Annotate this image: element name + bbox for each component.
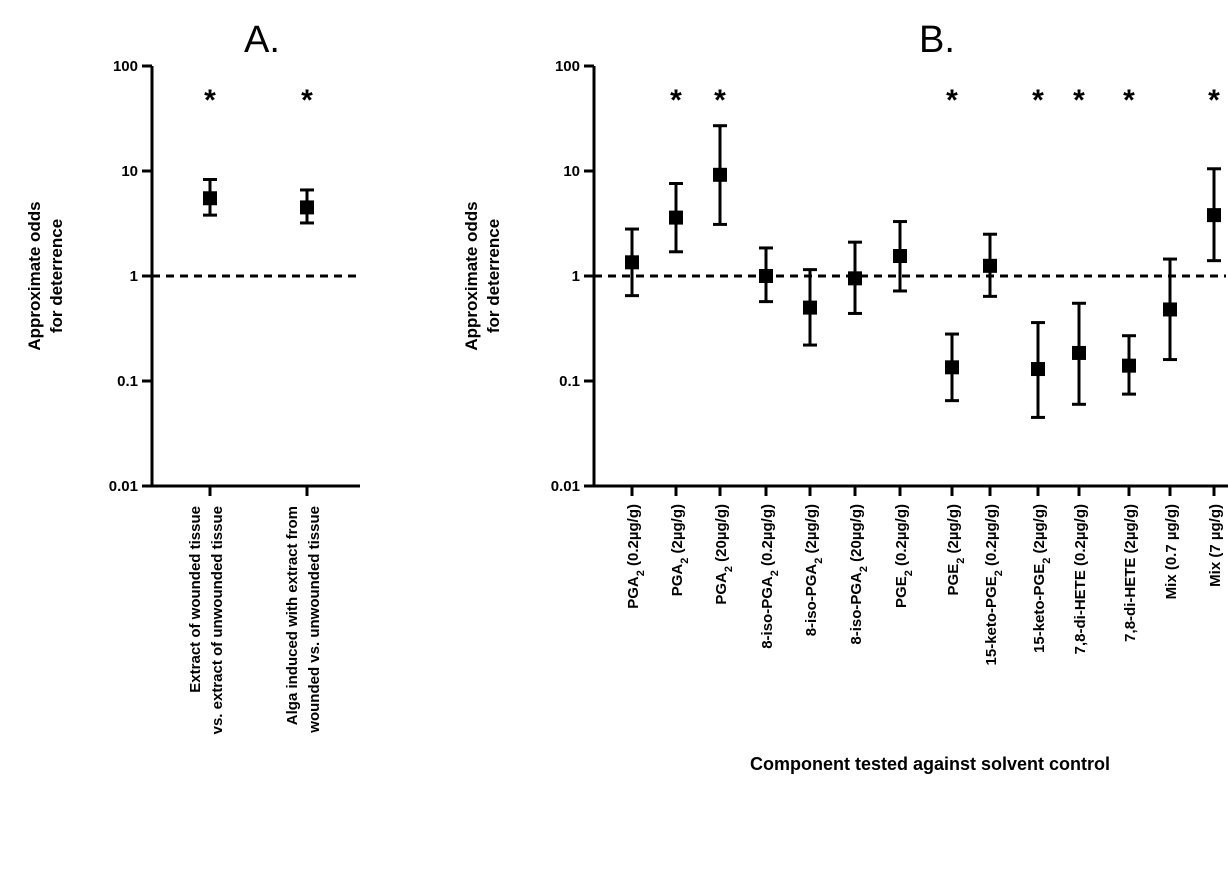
panel-b-significance-star: * bbox=[1123, 84, 1135, 117]
panel-a-category-label: Extract of wounded tissue bbox=[187, 506, 204, 693]
panel-a-category-label: vs. extract of unwounded tissue bbox=[209, 506, 226, 734]
panel-b-data-point bbox=[759, 269, 773, 283]
panel-b-data-point bbox=[893, 249, 907, 264]
panel-b-xlabel: Component tested against solvent control bbox=[750, 754, 1110, 774]
panel-b-category-label: 15-keto-PGE2 (2µg/g) bbox=[1031, 504, 1053, 653]
panel-b-significance-star: * bbox=[670, 84, 682, 117]
category-label-text: 7,8-di-HETE (0.2µg/g) bbox=[1072, 504, 1089, 654]
panel-b-data-point bbox=[1163, 302, 1177, 317]
panel-b-category-label: 8-iso-PGA2 (0.2µg/g) bbox=[759, 504, 781, 649]
category-label-text: (2µg/g) bbox=[945, 504, 962, 558]
panel-b-ylabel-line2: for deterrence bbox=[484, 219, 503, 333]
panel-b-data-point bbox=[625, 255, 639, 270]
panel-b-ytick-label: 0.01 bbox=[551, 478, 580, 495]
panel-b-ytick-label: 0.1 bbox=[559, 373, 580, 390]
panel-a-category-label: Alga induced with extract from bbox=[284, 506, 301, 725]
category-label-text: 15-keto-PGE bbox=[983, 576, 1000, 665]
panel-b-data-point bbox=[983, 258, 997, 273]
panel-b-category-label: PGA2 (0.2µg/g) bbox=[625, 504, 647, 609]
panel-a-ylabel-line2: for deterrence bbox=[47, 219, 66, 333]
category-label-subscript: 2 bbox=[903, 570, 915, 576]
category-label-subscript: 2 bbox=[955, 558, 967, 564]
category-label-text: PGA bbox=[625, 576, 642, 609]
panel-b-category-label: Mix (7 µg/g) bbox=[1207, 504, 1224, 587]
category-label-text: Mix (7 µg/g) bbox=[1207, 504, 1224, 587]
panel-b: B. Approximate odds for deterrence 0.01 0.1 1… bbox=[462, 19, 1228, 774]
category-label-text: (0.2µg/g) bbox=[759, 504, 776, 570]
category-label-text: (20µg/g) bbox=[848, 504, 865, 566]
panel-b-data-point bbox=[848, 271, 862, 286]
category-label-text: 8-iso-PGA bbox=[759, 576, 776, 649]
panel-a-ytick-label: 100 bbox=[113, 58, 138, 75]
panel-b-significance-star: * bbox=[1032, 84, 1044, 117]
panel-b-category-label: 8-iso-PGA2 (2µg/g) bbox=[803, 504, 825, 636]
panel-b-data-point bbox=[1207, 208, 1221, 223]
panel-b-category-label: 8-iso-PGA2 (20µg/g) bbox=[848, 504, 870, 645]
panel-b-category-label: PGE2 (2µg/g) bbox=[945, 504, 967, 595]
panel-b-data-point bbox=[945, 360, 959, 375]
panel-b-significance-star: * bbox=[714, 84, 726, 117]
panel-b-ylabel-line1: Approximate odds bbox=[462, 201, 481, 350]
panel-b-category-label: Mix (0.7 µg/g) bbox=[1163, 504, 1180, 599]
category-label-text: PGE bbox=[893, 576, 910, 608]
panel-a-ytick-label: 10 bbox=[121, 163, 138, 180]
panel-a-significance-star: * bbox=[204, 84, 216, 117]
panel-b-letter: B. bbox=[919, 19, 955, 61]
category-label-text: 7,8-di-HETE (2µg/g) bbox=[1122, 504, 1139, 642]
panel-b-category-label: 15-keto-PGE2 (0.2µg/g) bbox=[983, 504, 1005, 665]
panel-a-data-point bbox=[300, 200, 314, 215]
panel-b-data-point bbox=[713, 167, 727, 182]
panel-b-data-point bbox=[1122, 358, 1136, 373]
panel-a-category-label: wounded vs. unwounded tissue bbox=[306, 506, 323, 734]
category-label-subscript: 2 bbox=[993, 570, 1005, 576]
panel-a-significance-star: * bbox=[301, 84, 313, 117]
panel-b-category-label: 7,8-di-HETE (2µg/g) bbox=[1122, 504, 1139, 642]
category-label-text: 15-keto-PGE bbox=[1031, 564, 1048, 653]
category-label-subscript: 2 bbox=[769, 570, 781, 576]
panel-a-ylabel-line1: Approximate odds bbox=[25, 201, 44, 350]
category-label-text: Mix (0.7 µg/g) bbox=[1163, 504, 1180, 599]
category-label-subscript: 2 bbox=[1041, 558, 1053, 564]
panel-b-significance-star: * bbox=[1208, 84, 1220, 117]
panel-a-data-point bbox=[203, 191, 217, 206]
panel-a-ytick-label: 0.01 bbox=[109, 478, 138, 495]
panel-b-data-point bbox=[1031, 362, 1045, 377]
panel-b-ytick-label: 100 bbox=[555, 58, 580, 75]
category-label-subscript: 2 bbox=[679, 558, 691, 564]
panel-a-ytick-label: 0.1 bbox=[117, 373, 138, 390]
panel-b-significance-star: * bbox=[1073, 84, 1085, 117]
category-label-text: (2µg/g) bbox=[803, 504, 820, 558]
panel-b-ytick-label: 1 bbox=[572, 268, 580, 285]
category-label-subscript: 2 bbox=[858, 566, 870, 572]
category-label-text: (20µg/g) bbox=[713, 504, 730, 566]
category-label-text: 8-iso-PGA bbox=[803, 564, 820, 637]
category-label-text: PGE bbox=[945, 564, 962, 596]
panel-b-category-label: 7,8-di-HETE (0.2µg/g) bbox=[1072, 504, 1089, 654]
category-label-text: (0.2µg/g) bbox=[893, 504, 910, 570]
panel-a-ytick-label: 1 bbox=[130, 268, 138, 285]
panel-b-data-point bbox=[1072, 345, 1086, 360]
category-label-text: PGA bbox=[669, 564, 686, 597]
panel-b-ytick-label: 10 bbox=[563, 163, 580, 180]
panel-b-data-point bbox=[803, 300, 817, 315]
panel-b-data-point bbox=[669, 210, 683, 225]
category-label-text: (0.2µg/g) bbox=[983, 504, 1000, 570]
panel-b-category-label: PGE2 (0.2µg/g) bbox=[893, 504, 915, 608]
category-label-text: (0.2µg/g) bbox=[625, 504, 642, 570]
category-label-text: PGA bbox=[713, 572, 730, 605]
category-label-text: 8-iso-PGA bbox=[848, 572, 865, 645]
panel-a: A. Approximate odds for deterrence 0.01 0.1 1… bbox=[25, 19, 360, 734]
panel-b-significance-star: * bbox=[946, 84, 958, 117]
category-label-subscript: 2 bbox=[813, 558, 825, 564]
category-label-subscript: 2 bbox=[635, 570, 647, 576]
panel-b-category-label: PGA2 (2µg/g) bbox=[669, 504, 691, 596]
panel-a-letter: A. bbox=[244, 19, 280, 61]
category-label-text: (2µg/g) bbox=[1031, 504, 1048, 558]
category-label-subscript: 2 bbox=[723, 566, 735, 572]
category-label-text: (2µg/g) bbox=[669, 504, 686, 558]
panel-b-category-label: PGA2 (20µg/g) bbox=[713, 504, 735, 605]
